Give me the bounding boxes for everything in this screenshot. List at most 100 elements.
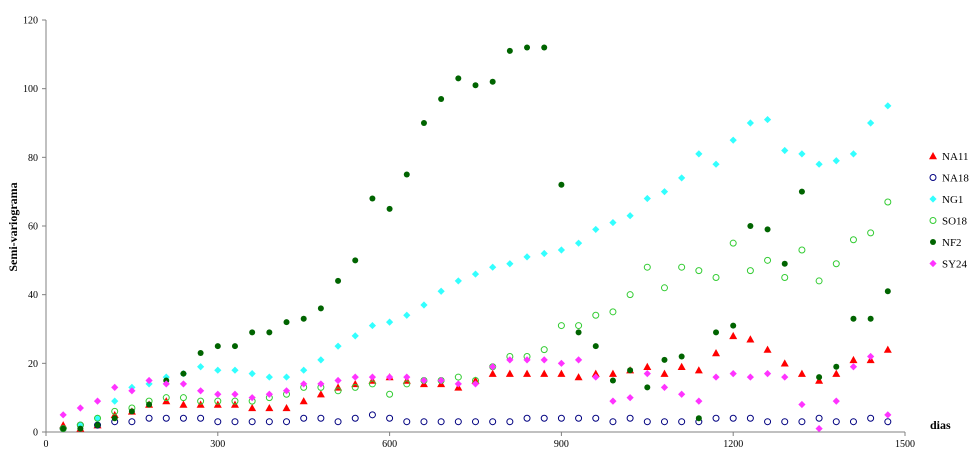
data-point xyxy=(746,335,755,343)
x-tick-label: 300 xyxy=(210,439,225,450)
data-point xyxy=(403,380,411,388)
data-point xyxy=(368,321,377,330)
data-point xyxy=(471,270,480,278)
data-point xyxy=(76,421,84,429)
data-point xyxy=(557,322,565,330)
data-point xyxy=(386,318,394,326)
y-tick-label: 20 xyxy=(28,359,38,370)
data-point xyxy=(180,370,187,377)
data-point xyxy=(660,418,668,426)
data-point xyxy=(523,369,532,377)
data-point xyxy=(592,414,600,422)
data-point xyxy=(369,195,376,202)
data-point xyxy=(575,329,582,336)
data-point xyxy=(815,414,823,422)
data-point xyxy=(626,291,634,299)
data-point xyxy=(300,380,308,388)
data-point xyxy=(231,390,239,398)
data-point xyxy=(403,171,410,178)
data-point xyxy=(540,346,548,354)
series-sy24 xyxy=(59,352,892,433)
legend-marker xyxy=(929,152,937,160)
data-point xyxy=(266,329,273,336)
data-point xyxy=(248,370,256,378)
data-point xyxy=(489,363,497,371)
data-point xyxy=(145,376,153,385)
data-point xyxy=(248,394,256,402)
data-point xyxy=(145,414,153,422)
data-point xyxy=(712,160,720,168)
data-point xyxy=(162,380,170,388)
legend: NA11 NA18 NG1 SO18 NF2 SY24 xyxy=(929,151,969,271)
data-point xyxy=(540,356,548,364)
data-point xyxy=(849,363,858,371)
data-point xyxy=(660,369,669,377)
data-point xyxy=(488,369,497,377)
data-point xyxy=(729,239,737,247)
data-point xyxy=(798,246,806,254)
data-point xyxy=(283,319,290,326)
data-point xyxy=(489,78,496,85)
data-point xyxy=(626,212,634,220)
data-point xyxy=(850,315,857,322)
data-point xyxy=(368,411,376,419)
data-point xyxy=(128,408,135,415)
y-tick-label: 120 xyxy=(23,16,38,27)
data-point xyxy=(660,383,669,391)
data-point xyxy=(867,352,875,361)
data-point xyxy=(798,188,805,195)
legend-item: NG1 xyxy=(929,194,963,206)
data-point xyxy=(231,366,239,374)
data-point xyxy=(282,403,291,412)
data-point xyxy=(798,418,806,426)
data-point xyxy=(420,301,428,309)
data-point xyxy=(574,239,583,247)
data-point xyxy=(627,367,634,374)
data-point xyxy=(317,380,325,388)
data-point xyxy=(695,415,702,422)
data-point xyxy=(884,418,892,426)
data-point xyxy=(729,136,737,144)
data-point xyxy=(557,246,565,254)
data-point xyxy=(609,218,617,227)
data-point xyxy=(265,403,274,412)
data-point xyxy=(60,425,67,432)
data-point xyxy=(867,119,875,127)
data-point xyxy=(231,418,239,426)
data-point xyxy=(660,284,668,292)
data-point xyxy=(764,226,771,233)
data-point xyxy=(746,267,754,275)
legend-marker xyxy=(929,259,937,268)
data-point xyxy=(849,150,858,158)
data-point xyxy=(591,369,600,377)
data-point xyxy=(626,394,634,402)
data-point xyxy=(214,343,221,350)
series-na18 xyxy=(59,411,892,433)
data-point xyxy=(283,418,291,426)
data-point xyxy=(162,414,170,422)
data-point xyxy=(832,418,840,426)
y-axis-title: Semi-variograma xyxy=(6,182,20,271)
data-point xyxy=(265,373,273,381)
y-axis-ticks: 0 20 40 60 80 100 120 xyxy=(23,16,46,439)
data-point xyxy=(867,414,875,422)
data-point xyxy=(815,277,823,285)
data-point xyxy=(437,287,445,295)
data-point xyxy=(197,350,204,357)
data-point xyxy=(849,236,857,244)
data-point xyxy=(712,414,720,422)
data-point xyxy=(678,263,686,271)
data-point xyxy=(816,374,823,381)
data-point xyxy=(592,225,600,234)
data-point xyxy=(592,373,600,381)
data-point xyxy=(849,355,858,364)
data-point xyxy=(299,397,308,405)
data-point xyxy=(249,329,256,336)
data-point xyxy=(832,260,840,268)
data-point xyxy=(77,425,84,432)
data-point xyxy=(454,373,462,381)
data-point xyxy=(179,380,188,388)
data-point xyxy=(300,366,308,374)
data-point xyxy=(781,418,789,426)
data-point xyxy=(524,44,531,51)
